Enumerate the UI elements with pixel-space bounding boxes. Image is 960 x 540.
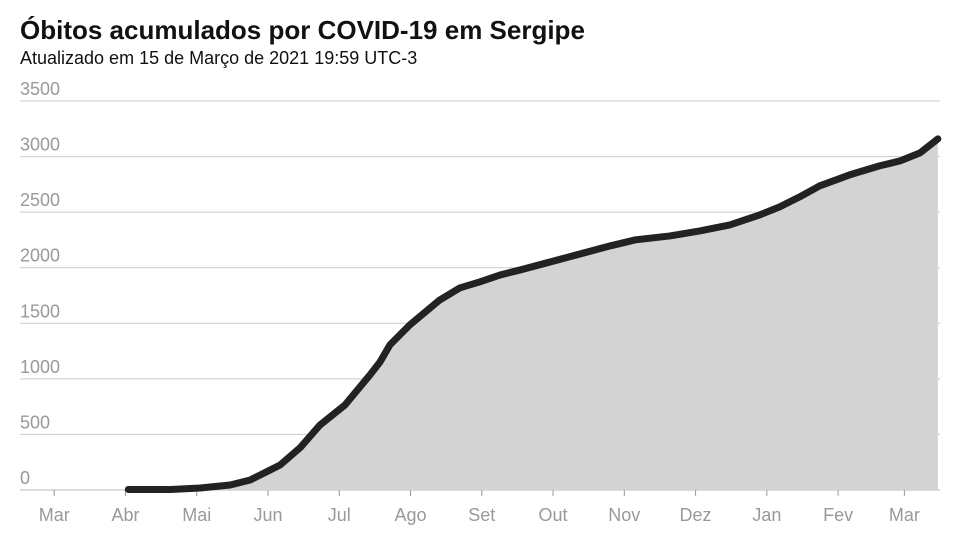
x-tick-label: Jan — [752, 505, 781, 525]
x-tick-label: Fev — [823, 505, 853, 525]
x-tick-label: Ago — [395, 505, 427, 525]
x-tick-label: Mar — [39, 505, 70, 525]
chart-subtitle: Atualizado em 15 de Março de 2021 19:59 … — [20, 48, 417, 68]
x-tick-label: Jun — [253, 505, 282, 525]
y-tick-label: 3000 — [20, 135, 60, 155]
y-tick-label: 1500 — [20, 301, 60, 321]
y-tick-label: 3500 — [20, 79, 60, 99]
x-tick-label: Mar — [889, 505, 920, 525]
y-tick-label: 2500 — [20, 190, 60, 210]
y-tick-label: 500 — [20, 412, 50, 432]
x-tick-label: Mai — [182, 505, 211, 525]
x-tick-label: Dez — [680, 505, 712, 525]
y-tick-label: 1000 — [20, 357, 60, 377]
line — [124, 135, 942, 493]
y-tick-label: 2000 — [20, 246, 60, 266]
y-tick-label: 0 — [20, 468, 30, 488]
x-tick-label: Abr — [111, 505, 139, 525]
x-tick-label: Out — [539, 505, 568, 525]
x-tick-label: Nov — [608, 505, 640, 525]
x-tick-label: Jul — [328, 505, 351, 525]
x-tick-label: Set — [468, 505, 495, 525]
chart-title: Óbitos acumulados por COVID-19 em Sergip… — [20, 15, 585, 45]
